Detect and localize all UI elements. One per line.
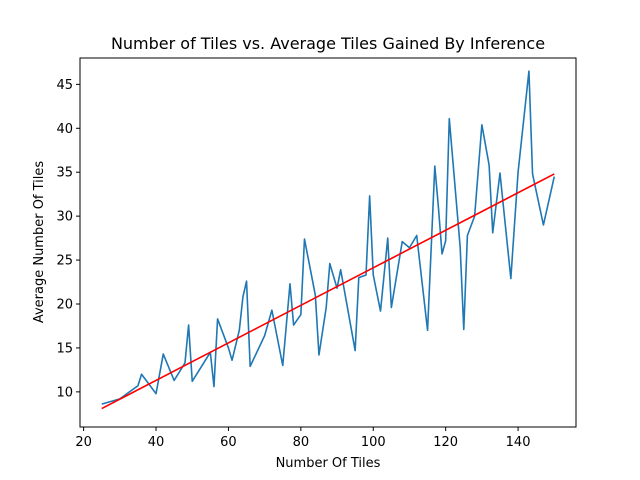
y-axis: 10 15 20 25 30 35 40 45 xyxy=(56,78,80,400)
chart-title: Number of Tiles vs. Average Tiles Gained… xyxy=(111,34,545,53)
y-tick-label: 10 xyxy=(56,385,73,400)
plot-frame xyxy=(79,57,577,428)
series-line-average xyxy=(101,70,556,405)
x-axis-label: Number Of Tiles xyxy=(276,456,381,471)
y-tick-label: 45 xyxy=(56,78,73,93)
x-tick-label: 40 xyxy=(148,435,165,450)
y-tick-label: 30 xyxy=(56,210,73,225)
x-tick-label: 140 xyxy=(506,435,531,450)
y-axis-label: Average Number Of Tiles xyxy=(32,161,47,324)
x-tick-label: 120 xyxy=(433,435,458,450)
plot-area xyxy=(101,70,556,410)
y-tick-label: 15 xyxy=(56,341,73,356)
x-axis: 20 40 60 80 100 120 140 xyxy=(75,427,530,450)
x-tick-label: 20 xyxy=(75,435,92,450)
series-line-trend xyxy=(101,173,555,410)
y-tick-label: 40 xyxy=(56,122,73,137)
x-tick-label: 80 xyxy=(293,435,310,450)
y-tick-label: 20 xyxy=(56,298,73,313)
y-tick-label: 35 xyxy=(56,166,73,181)
x-tick-label: 60 xyxy=(220,435,237,450)
x-tick-label: 100 xyxy=(361,435,386,450)
y-tick-label: 25 xyxy=(56,254,73,269)
